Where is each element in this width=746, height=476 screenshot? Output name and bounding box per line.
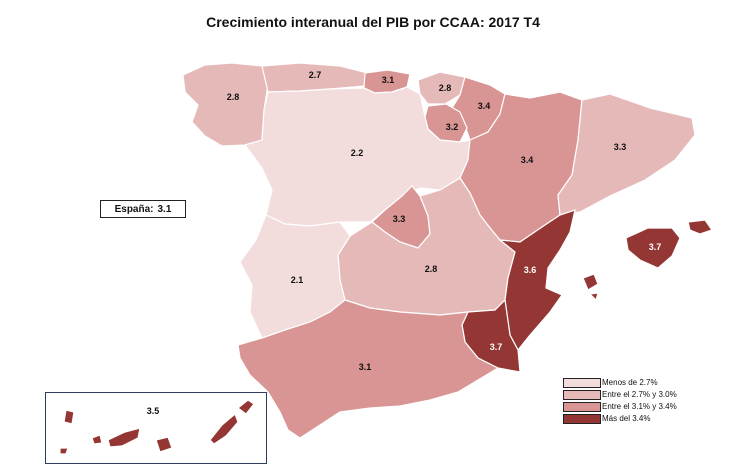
region-canarias-lapalma[interactable] <box>63 409 75 425</box>
region-andalucia[interactable] <box>237 299 500 439</box>
legend-item-cat3: Entre el 3.1% y 3.4% <box>563 401 677 412</box>
label-navarra: 3.4 <box>478 101 491 111</box>
region-cataluna[interactable] <box>557 93 696 216</box>
region-valencia[interactable] <box>498 209 576 352</box>
region-pais-vasco[interactable] <box>417 71 466 105</box>
national-label: España: <box>114 203 154 215</box>
legend-item-cat2: Entre el 2.7% y 3.0% <box>563 389 677 400</box>
region-baleares-formentera[interactable] <box>588 292 599 302</box>
legend-label-cat2: Entre el 2.7% y 3.0% <box>602 390 677 399</box>
label-baleares: 3.7 <box>649 242 662 252</box>
label-valencia: 3.6 <box>524 265 537 275</box>
region-galicia[interactable] <box>182 62 269 147</box>
legend-swatch-cat2 <box>563 389 601 400</box>
label-pais-vasco: 2.8 <box>439 83 452 93</box>
region-baleares-menorca[interactable] <box>687 219 713 235</box>
legend: Menos de 2.7% Entre el 2.7% y 3.0% Entre… <box>563 377 677 425</box>
map-title: Crecimiento interanual del PIB por CCAA:… <box>206 14 540 30</box>
label-aragon: 3.4 <box>521 155 534 165</box>
label-asturias: 2.7 <box>309 70 322 80</box>
label-cataluna: 3.3 <box>614 142 627 152</box>
label-cantabria: 3.1 <box>382 75 395 85</box>
canary-islands-inset <box>45 392 267 464</box>
legend-swatch-cat3 <box>563 401 601 412</box>
label-murcia: 3.7 <box>490 342 503 352</box>
region-canarias-lanzarote[interactable] <box>237 399 255 415</box>
label-extremadura: 2.1 <box>291 275 304 285</box>
label-la-rioja: 3.2 <box>446 122 459 132</box>
region-canarias-grancanaria[interactable] <box>155 436 173 453</box>
label-andalucia: 3.1 <box>359 362 372 372</box>
region-canarias-gomera[interactable] <box>91 434 103 445</box>
label-galicia: 2.8 <box>227 92 240 102</box>
legend-item-cat4: Más del 3.4% <box>563 413 677 424</box>
label-castilla-la-mancha: 2.8 <box>425 264 438 274</box>
region-baleares-mallorca[interactable] <box>625 227 681 269</box>
label-castilla-leon: 2.2 <box>351 148 364 158</box>
legend-label-cat1: Menos de 2.7% <box>602 378 658 387</box>
legend-item-cat1: Menos de 2.7% <box>563 377 677 388</box>
legend-label-cat3: Entre el 3.1% y 3.4% <box>602 402 677 411</box>
label-madrid: 3.3 <box>393 214 406 224</box>
legend-swatch-cat4 <box>563 413 601 424</box>
region-baleares-ibiza[interactable] <box>582 273 599 291</box>
national-value-box: España: 3.1 <box>100 200 186 218</box>
region-canarias-hierro[interactable] <box>59 447 69 455</box>
region-canarias-tenerife[interactable] <box>107 427 141 448</box>
label-canarias: 3.5 <box>147 406 160 416</box>
legend-swatch-cat1 <box>563 377 601 388</box>
national-value: 3.1 <box>157 203 172 215</box>
region-canarias-fuerteventura[interactable] <box>209 412 239 445</box>
legend-label-cat4: Más del 3.4% <box>602 414 651 423</box>
